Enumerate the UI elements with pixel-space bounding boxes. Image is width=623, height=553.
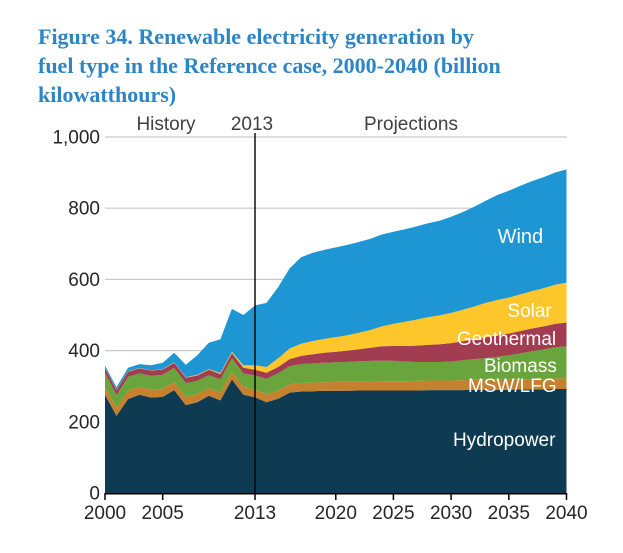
- area-label-solar: Solar: [507, 301, 552, 322]
- x-tick-label-2030: 2030: [430, 503, 472, 524]
- area-label-hydropower: Hydropower: [453, 430, 556, 451]
- figure-title-line-1: Figure 34. Renewable electricity generat…: [38, 24, 474, 49]
- x-tick-label-2020: 2020: [315, 503, 357, 524]
- area-hydropower: [105, 379, 567, 493]
- x-tick-label-2040: 2040: [545, 503, 587, 524]
- y-tick-label-0: 0: [89, 484, 100, 505]
- area-label-biomass: Biomass: [484, 356, 557, 377]
- area-label-msw-lfg: MSW/LFG: [468, 376, 557, 397]
- projections-label: Projections: [364, 114, 458, 135]
- x-tick-label-2025: 2025: [372, 503, 414, 524]
- figure-title-line-3: kilowatthours): [38, 82, 177, 107]
- axis-tick-labels: 0 200 400 600 800 1,000 2000 2005 2013 2020 2025 20…: [52, 128, 587, 525]
- y-tick-label-600: 600: [68, 270, 100, 291]
- area-geothermal: [105, 322, 567, 396]
- history-label: History: [136, 114, 196, 135]
- figure-title: Figure 34. Renewable electricity generat…: [38, 22, 608, 109]
- chart-header-labels: History 2013 Projections: [136, 114, 458, 135]
- x-tick-label-2035: 2035: [488, 503, 530, 524]
- area-label-geothermal: Geothermal: [457, 329, 556, 350]
- figure-title-line-2: fuel type in the Reference case, 2000-20…: [38, 53, 501, 78]
- area-label-wind: Wind: [498, 226, 544, 248]
- axes-and-ticks: [104, 493, 568, 500]
- y-tick-label-200: 200: [68, 412, 100, 433]
- area-msw-lfg: [105, 371, 567, 416]
- area-wind: [105, 169, 567, 390]
- area-solar: [105, 282, 567, 391]
- x-tick-label-2013: 2013: [234, 503, 276, 524]
- y-tick-label-400: 400: [68, 341, 100, 362]
- stacked-area-series: [105, 169, 567, 493]
- boundary-year-label: 2013: [231, 114, 273, 135]
- y-tick-label-1000: 1,000: [52, 128, 100, 149]
- x-tick-label-2005: 2005: [142, 503, 184, 524]
- x-tick-label-2000: 2000: [84, 503, 126, 524]
- y-tick-label-800: 800: [68, 199, 100, 220]
- area-biomass: [105, 346, 567, 408]
